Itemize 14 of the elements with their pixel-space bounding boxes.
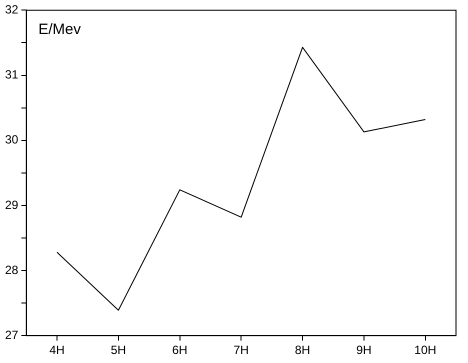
y-tick-label: 32 [4, 2, 19, 17]
x-tick-label: 10H [414, 343, 436, 358]
x-tick-label: 4H [49, 343, 65, 358]
y-tick-label: 28 [4, 262, 19, 277]
x-tick-label: 5H [110, 343, 126, 358]
y-tick-label: 31 [4, 68, 19, 82]
x-tick-label: 9H [356, 343, 372, 358]
y-tick-label: 30 [4, 132, 19, 147]
y-tick-label: 29 [4, 198, 19, 212]
y-axis-title: E/Mev [38, 20, 82, 38]
x-tick-label: 6H [172, 343, 188, 358]
x-tick-label: 8H [294, 343, 310, 358]
x-tick-label: 7H [234, 343, 249, 358]
y-tick-label: 27 [4, 328, 19, 342]
